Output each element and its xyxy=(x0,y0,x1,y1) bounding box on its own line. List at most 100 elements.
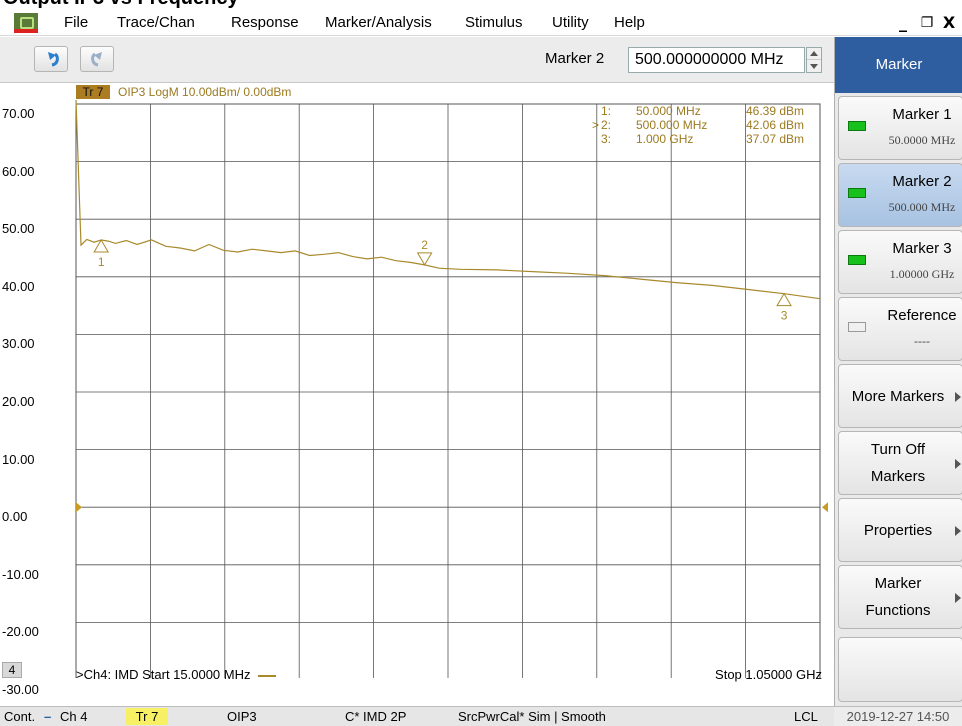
readout-sel: > xyxy=(592,118,600,132)
softkey-panel: Marker Marker 1 50.0000 MHz Marker 2 500… xyxy=(834,37,962,706)
marker-1-softkey[interactable]: Marker 1 50.0000 MHz xyxy=(838,96,962,160)
y-tick-label: 70.00 xyxy=(2,106,35,121)
page-heading-fragment: Output IP3 vs Frequency xyxy=(0,0,962,10)
marker-number-label: 3 xyxy=(781,309,788,323)
readout-val: 37.07 dBm xyxy=(746,132,805,146)
stop-frequency-label: Stop 1.05000 GHz xyxy=(715,667,822,682)
toolbar: Marker 2 500.000000000 MHz xyxy=(0,37,834,83)
chart-markers: 1 2 3 xyxy=(93,238,792,323)
reference-level-marks xyxy=(76,502,828,513)
more-markers-label: More Markers xyxy=(851,388,945,405)
trace-line xyxy=(75,99,821,300)
y-tick-label: 20.00 xyxy=(2,394,35,409)
status-datetime: 2019-12-27 14:50 xyxy=(834,707,962,726)
status-calibration[interactable]: SrcPwrCal* Sim | Smooth xyxy=(458,709,606,724)
trace-line-swatch-icon xyxy=(258,674,277,677)
y-tick-label: 10.00 xyxy=(2,451,35,467)
trace-badge[interactable]: Tr 7 xyxy=(76,85,110,99)
app-logo-icon[interactable] xyxy=(14,13,38,33)
start-frequency-label: >Ch4: IMD Start 15.0000 MHz xyxy=(76,667,277,682)
y-tick-label: -10.00 xyxy=(2,566,39,582)
readout-idx: 3: xyxy=(601,132,612,146)
trace-series xyxy=(75,99,821,300)
status-bar: Cont. – Ch 4 Tr 7 OIP3 C* IMD 2P SrcPwrC… xyxy=(0,706,962,726)
minimize-icon[interactable]: _ xyxy=(899,13,907,32)
start-frequency-text: >Ch4: IMD Start 15.0000 MHz xyxy=(76,667,251,682)
readout-freq: 500.000 MHz xyxy=(636,118,708,132)
readout-freq: 1.000 GHz xyxy=(636,132,694,146)
softkey-menu-title: Marker xyxy=(835,37,962,93)
spin-up-icon[interactable] xyxy=(807,48,821,60)
marker-triangle-icon xyxy=(416,252,433,266)
y-tick-label: 0.00 xyxy=(2,509,28,525)
reference-right-icon xyxy=(822,502,828,513)
measurement-chart[interactable]: 1 2 3 xyxy=(0,84,834,678)
marker-entry-label: Marker 2 xyxy=(545,50,605,67)
marker-3-softkey[interactable]: Marker 3 1.00000 GHz xyxy=(838,230,962,294)
marker-number-label: 1 xyxy=(98,255,105,269)
menu-response[interactable]: Response xyxy=(231,14,299,31)
marker-1-label: Marker 1 xyxy=(892,106,952,123)
reference-indicator-icon xyxy=(848,322,866,332)
turn-off-label-line2: Markers xyxy=(870,468,926,485)
undo-button[interactable] xyxy=(34,46,68,72)
menu-stimulus[interactable]: Stimulus xyxy=(465,14,523,31)
menu-marker-analysis[interactable]: Marker/Analysis xyxy=(325,14,432,31)
menu-trace-chan[interactable]: Trace/Chan xyxy=(117,14,195,31)
menu-utility[interactable]: Utility xyxy=(552,14,589,31)
reference-softkey[interactable]: Reference ---- xyxy=(838,297,962,361)
trace-title: OIP3 LogM 10.00dBm/ 0.00dBm xyxy=(118,85,292,99)
marker-triangle-icon xyxy=(93,239,110,253)
status-trace[interactable]: Tr 7 xyxy=(126,708,168,725)
marker-number-label: 2 xyxy=(421,238,428,252)
status-lcl: LCL xyxy=(794,709,818,724)
spin-down-icon[interactable] xyxy=(807,60,821,72)
marker-2-label: Marker 2 xyxy=(892,173,952,190)
restore-icon[interactable]: ❐ xyxy=(920,15,934,31)
empty-softkey[interactable] xyxy=(838,637,962,702)
readout-idx: 1: xyxy=(601,104,612,118)
y-tick-label: -30.00 xyxy=(2,682,39,697)
page-heading-text: Output IP3 vs Frequency xyxy=(3,0,239,10)
reference-left-icon xyxy=(76,502,82,513)
marker-functions-line1: Marker xyxy=(874,575,922,592)
marker-functions-arrow-icon xyxy=(955,593,961,603)
marker-2[interactable]: 2 xyxy=(416,238,433,266)
marker-1-value: 50.0000 MHz xyxy=(888,133,956,147)
redo-icon xyxy=(91,52,102,67)
more-markers-arrow-icon xyxy=(955,392,961,402)
readout-val: 42.06 dBm xyxy=(746,118,805,132)
reference-value: ---- xyxy=(914,334,930,348)
y-tick-label: 50.00 xyxy=(2,221,35,237)
marker-2-value: 500.000 MHz xyxy=(888,200,956,214)
status-sweep-mode[interactable]: Cont. xyxy=(4,709,36,724)
status-channel[interactable]: Ch 4 xyxy=(60,709,88,724)
readout-idx: 2: xyxy=(601,118,612,132)
marker-triangle-icon xyxy=(776,292,792,307)
marker-functions-softkey[interactable]: Marker Functions xyxy=(838,565,962,629)
y-tick-label: -20.00 xyxy=(2,624,39,640)
status-measurement[interactable]: OIP3 xyxy=(227,709,257,724)
marker-2-softkey[interactable]: Marker 2 500.000 MHz xyxy=(838,163,962,227)
readout-val: 46.39 dBm xyxy=(746,104,805,118)
marker-frequency-input[interactable]: 500.000000000 MHz xyxy=(628,47,805,73)
close-icon[interactable]: X xyxy=(942,13,956,32)
readout-freq: 50.000 MHz xyxy=(636,104,701,118)
marker-1[interactable]: 1 xyxy=(93,239,110,269)
menu-file[interactable]: File xyxy=(64,14,89,31)
menu-help[interactable]: Help xyxy=(614,14,645,31)
marker-3[interactable]: 3 xyxy=(776,292,792,323)
redo-button[interactable] xyxy=(80,46,114,72)
y-tick-label: 60.00 xyxy=(2,163,35,179)
properties-label: Properties xyxy=(863,522,933,539)
more-markers-softkey[interactable]: More Markers xyxy=(838,364,962,428)
channel-number-box[interactable]: 4 xyxy=(2,662,22,678)
y-tick-label: 40.00 xyxy=(2,278,35,294)
marker-frequency-spinner[interactable] xyxy=(806,47,822,73)
turn-off-markers-softkey[interactable]: Turn Off Markers xyxy=(838,431,962,495)
marker-2-indicator-icon xyxy=(848,188,866,198)
plot-area[interactable]: Tr 7 OIP3 LogM 10.00dBm/ 0.00dBm 70.00 60… xyxy=(0,84,834,697)
turn-off-label-line1: Turn Off xyxy=(870,441,926,458)
properties-softkey[interactable]: Properties xyxy=(838,498,962,562)
status-imd[interactable]: C* IMD 2P xyxy=(345,709,407,724)
